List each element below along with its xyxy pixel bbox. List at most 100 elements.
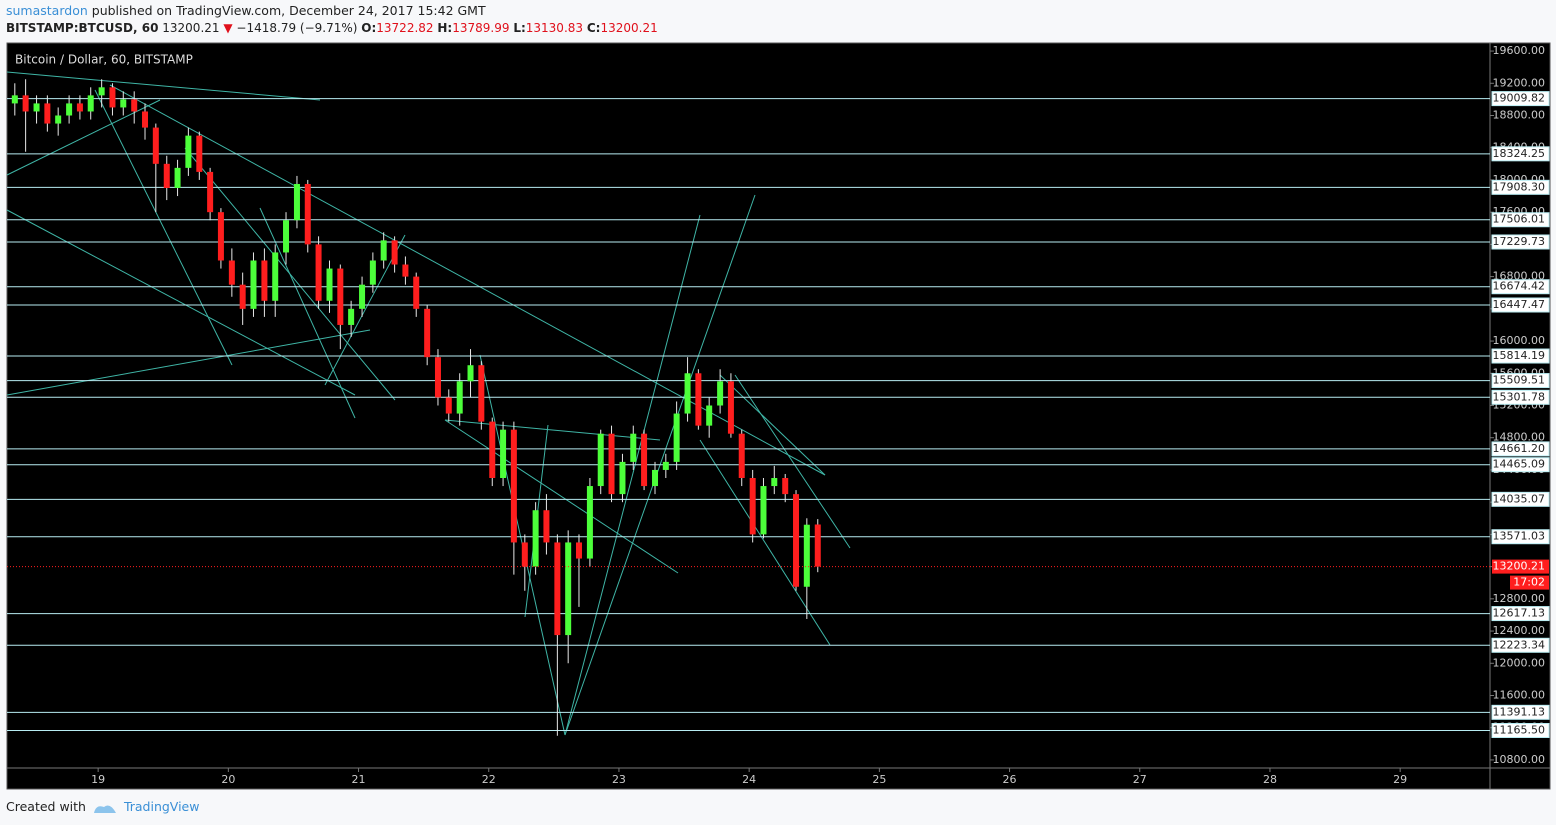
candle-body [283, 220, 290, 253]
level-label: 12223.34 [1493, 638, 1546, 651]
level-label-box [1491, 389, 1550, 405]
countdown: 17:02 [1513, 576, 1545, 589]
candle-body [348, 308, 355, 325]
candle-body [369, 260, 376, 285]
candle-body [619, 461, 626, 495]
trend-line [444, 419, 679, 574]
x-tick-label: 20 [221, 773, 235, 786]
level-label-box [1491, 234, 1550, 250]
candle-body [662, 461, 669, 470]
y-tick-label: 14800.00 [1493, 431, 1546, 444]
level-label-box [1491, 491, 1550, 507]
trend-line [6, 71, 321, 101]
high: 13789.99 [452, 21, 510, 35]
y-tick-label: 19600.00 [1493, 44, 1546, 57]
candle-body [673, 413, 680, 462]
trend-line [6, 209, 356, 396]
candle-body [66, 103, 73, 116]
candle-body [337, 268, 344, 325]
candle-body [521, 542, 528, 567]
published: published on TradingView.com, December 2… [91, 3, 486, 18]
x-tick-label: 19 [91, 773, 105, 786]
level-label-box [1491, 457, 1550, 473]
candle-body [55, 115, 62, 124]
candle-body [217, 212, 224, 261]
trend-line [6, 329, 371, 396]
candle-body [380, 240, 387, 261]
y-tick-label: 12800.00 [1493, 592, 1546, 605]
y-tick-label: 16000.00 [1493, 334, 1546, 347]
level-label-box [1491, 179, 1550, 195]
candle-body [207, 171, 214, 213]
candle-body [44, 103, 51, 124]
candle-body [326, 268, 333, 301]
level-label: 14035.07 [1493, 492, 1546, 505]
candle-body [727, 381, 734, 434]
level-label: 16674.42 [1493, 280, 1546, 293]
level-label: 16447.47 [1493, 298, 1546, 311]
level-label: 17506.01 [1493, 213, 1546, 226]
logo-cloud [93, 804, 116, 813]
level-label: 19009.82 [1493, 92, 1546, 105]
x-tick-label: 25 [872, 773, 886, 786]
trend-line [564, 214, 701, 736]
level-label-box [1491, 146, 1550, 162]
level-label: 12617.13 [1493, 607, 1546, 620]
last-price-label: 13200.21 [1493, 560, 1546, 573]
level-label: 11391.13 [1493, 705, 1546, 718]
level-label: 14465.09 [1493, 458, 1546, 471]
level-label: 15509.51 [1493, 374, 1546, 387]
legend: Bitcoin / Dollar, 60, BITSTAMP [15, 53, 193, 67]
candle-body [434, 357, 441, 398]
level-label: 11165.50 [1493, 724, 1546, 737]
candle-body [413, 276, 420, 309]
l-label: L: [513, 21, 526, 35]
logo [93, 804, 116, 813]
trend-line [699, 439, 831, 646]
candle-body [272, 252, 279, 301]
level-label: 15814.19 [1493, 349, 1546, 362]
candle-body [706, 405, 713, 426]
x-tick-label: 21 [352, 773, 366, 786]
quote-line: BITSTAMP:BTCUSD, 60 13200.21 ▼ −1418.79 … [6, 21, 658, 35]
candle-body [771, 478, 778, 487]
candle-body [315, 244, 322, 301]
candle-body [239, 284, 246, 309]
candle-body [11, 95, 18, 104]
author[interactable]: sumastardon [6, 3, 88, 18]
candle-body [803, 524, 810, 587]
arrow: ▼ [223, 21, 233, 35]
level-label: 15301.78 [1493, 390, 1546, 403]
y-tick-label: 11600.00 [1493, 689, 1546, 702]
y-tick-label: 19200.00 [1493, 76, 1546, 89]
chart-background [6, 42, 1551, 790]
level-label-box [1491, 637, 1550, 653]
candle-body [391, 240, 398, 265]
candle-body [608, 433, 615, 495]
level-label: 14661.20 [1493, 442, 1546, 455]
candle-body [532, 510, 539, 567]
candle-body [402, 264, 409, 277]
level-label-box [1491, 279, 1550, 295]
candle-body [163, 163, 170, 188]
level-label-box [1491, 529, 1550, 545]
trend-line [719, 374, 826, 476]
level-label-box [1491, 704, 1550, 720]
candle-body [652, 469, 659, 487]
brand[interactable]: TradingView [123, 799, 200, 814]
trend-line [259, 207, 356, 419]
candle-body [597, 433, 604, 487]
y-tick-label: 12400.00 [1493, 624, 1546, 637]
publish-line: sumastardon published on TradingView.com… [6, 3, 486, 18]
x-tick-label: 28 [1263, 773, 1277, 786]
close: 13200.21 [600, 21, 658, 35]
candle-body [793, 494, 800, 587]
candle-body [814, 524, 821, 567]
candle-body [174, 167, 181, 188]
candle-body [120, 99, 127, 108]
low: 13130.83 [525, 21, 584, 35]
candle-body [489, 421, 496, 478]
candle-body [196, 135, 203, 172]
created: Created with [6, 799, 86, 814]
